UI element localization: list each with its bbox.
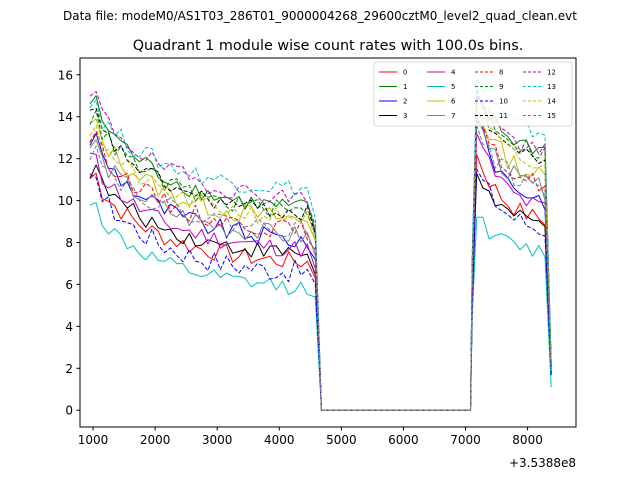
legend-label-4: 4 [451,69,456,77]
legend-label-8: 8 [499,69,503,77]
x-tick-label: 5000 [326,433,357,447]
y-tick-label: 12 [58,152,73,166]
legend-label-1: 1 [403,83,407,91]
x-tick-label: 3000 [202,433,233,447]
x-tick-label: 1000 [78,433,109,447]
series-line-11 [89,97,552,411]
series-layer [89,78,552,411]
legend-label-13: 13 [547,83,556,91]
y-tick-label: 4 [65,320,73,334]
series-line-10 [89,168,552,411]
series-line-3 [89,164,552,411]
legend-label-14: 14 [547,98,556,106]
y-tick-label: 14 [58,110,73,124]
x-tick-label: 7000 [450,433,481,447]
y-axis: 0 2 4 6 8 10 12 14 16 [58,68,80,418]
x-tick-label: 4000 [264,433,295,447]
legend-label-11: 11 [499,112,508,120]
y-tick-label: 0 [65,404,73,418]
series-line-8 [89,118,552,411]
legend-label-9: 9 [499,83,503,91]
x-axis-offset-label: +3.5388e8 [509,456,576,470]
legend-label-12: 12 [547,69,556,77]
chart-title: Quadrant 1 module wise count rates with … [133,38,524,54]
series-line-13 [89,78,552,411]
x-tick-label: 2000 [140,433,171,447]
series-line-6 [89,103,552,411]
legend-label-0: 0 [403,69,407,77]
plot-area: 1000 2000 3000 4000 5000 6000 7000 8000 0246810… [58,57,577,470]
legend-label-6: 6 [451,98,456,106]
legend-label-15: 15 [547,112,556,120]
series-line-5 [89,202,552,411]
legend-label-5: 5 [451,83,455,91]
figure-suptitle: Data file: modeM0/AS1T03_286T01_90000042… [63,9,577,23]
series-line-14 [89,101,552,411]
series-line-12 [89,86,552,411]
x-tick-label: 8000 [512,433,543,447]
legend-label-7: 7 [451,112,455,120]
series-line-4 [89,133,552,411]
series-line-9 [89,88,552,411]
x-tick-label: 6000 [388,433,419,447]
series-line-7 [89,116,552,411]
series-line-2 [89,120,552,411]
series-line-15 [89,124,552,411]
series-line-0 [89,153,552,411]
legend-label-10: 10 [499,98,508,106]
y-tick-label: 10 [58,194,73,208]
y-tick-label: 16 [58,68,73,82]
legend-box [373,61,573,127]
y-tick-label: 2 [65,362,73,376]
legend-label-3: 3 [403,112,407,120]
y-tick-label: 6 [65,278,73,292]
x-axis: 1000 2000 3000 4000 5000 6000 7000 8000 [78,427,543,447]
legend-label-2: 2 [403,98,407,106]
y-tick-label: 8 [65,236,73,250]
